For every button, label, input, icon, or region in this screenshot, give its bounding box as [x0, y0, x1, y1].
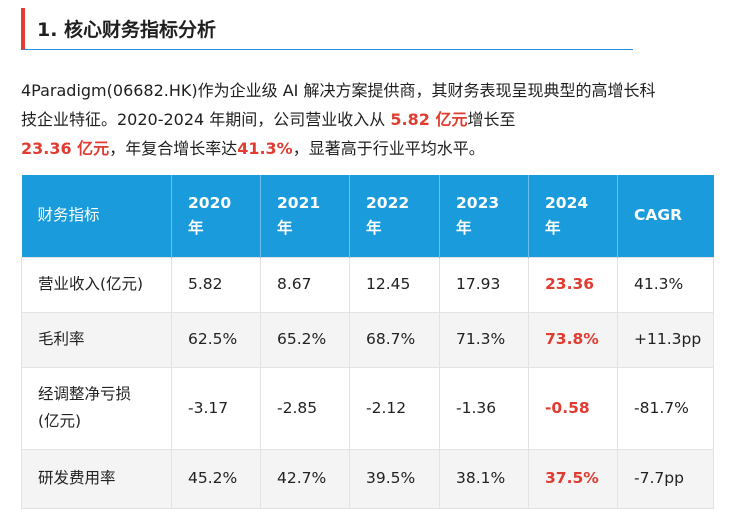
table-row: 营业收入(亿元) 5.82 8.67 12.45 17.93 23.36 41.… [21, 256, 714, 313]
cell-2020: 62.5% [171, 311, 261, 368]
row-label: 经调整净亏损 (亿元) [21, 366, 172, 450]
table-header-row: 财务指标 2020 年 2021 年 2022 年 2023 年 2024 年 … [21, 175, 714, 257]
cell-2020: 5.82 [171, 256, 261, 313]
cell-2021: 42.7% [260, 448, 350, 509]
table-row: 经调整净亏损 (亿元) -3.17 -2.85 -2.12 -1.36 -0.5… [21, 366, 714, 450]
header-2020: 2020 年 [171, 175, 261, 257]
cell-2021: -2.85 [260, 366, 350, 450]
cell-2020: -3.17 [171, 366, 261, 450]
table-row: 研发费用率 45.2% 42.7% 39.5% 38.1% 37.5% -7.7… [21, 448, 714, 509]
cell-cagr: -7.7pp [617, 448, 714, 509]
cell-2022: 12.45 [349, 256, 440, 313]
header-2023: 2023 年 [439, 175, 529, 257]
intro-text-3: ，年复合增长率达 [109, 139, 238, 158]
intro-text-2: 增长至 [467, 110, 516, 129]
intro-paragraph: 4Paradigm(06682.HK)作为企业级 AI 解决方案提供商，其财务表… [21, 76, 661, 163]
cell-2024: 37.5% [528, 448, 618, 509]
cell-cagr: +11.3pp [617, 311, 714, 368]
intro-text-4: ，显著高于行业平均水平。 [292, 139, 485, 158]
header-2024: 2024 年 [528, 175, 618, 257]
header-cagr: CAGR [617, 175, 714, 257]
cell-2023: 38.1% [439, 448, 529, 509]
cell-2020: 45.2% [171, 448, 261, 509]
cell-cagr: 41.3% [617, 256, 714, 313]
table-row: 毛利率 62.5% 65.2% 68.7% 71.3% 73.8% +11.3p… [21, 311, 714, 368]
row-label: 研发费用率 [21, 448, 172, 509]
cell-2022: 68.7% [349, 311, 440, 368]
section-header: 1. 核心财务指标分析 [21, 8, 633, 50]
cell-2024: 73.8% [528, 311, 618, 368]
cell-2023: -1.36 [439, 366, 529, 450]
cell-2022: 39.5% [349, 448, 440, 509]
header-metric: 财务指标 [21, 175, 172, 257]
section-title: 1. 核心财务指标分析 [37, 19, 217, 41]
intro-highlight-revenue-2020: 5.82 亿元 [390, 110, 468, 129]
cell-2021: 8.67 [260, 256, 350, 313]
cell-cagr: -81.7% [617, 366, 714, 450]
cell-2023: 17.93 [439, 256, 529, 313]
intro-text-1: 4Paradigm(06682.HK)作为企业级 AI 解决方案提供商，其财务表… [21, 81, 656, 129]
row-label: 毛利率 [21, 311, 172, 368]
cell-2022: -2.12 [349, 366, 440, 450]
cell-2023: 71.3% [439, 311, 529, 368]
intro-highlight-revenue-2024: 23.36 亿元 [21, 139, 110, 158]
header-2021: 2021 年 [260, 175, 350, 257]
cell-2021: 65.2% [260, 311, 350, 368]
cell-2024: -0.58 [528, 366, 618, 450]
intro-highlight-cagr: 41.3% [237, 139, 293, 158]
cell-2024: 23.36 [528, 256, 618, 313]
financial-metrics-table: 财务指标 2020 年 2021 年 2022 年 2023 年 2024 年 … [21, 175, 714, 509]
header-2022: 2022 年 [349, 175, 440, 257]
row-label: 营业收入(亿元) [21, 256, 172, 313]
